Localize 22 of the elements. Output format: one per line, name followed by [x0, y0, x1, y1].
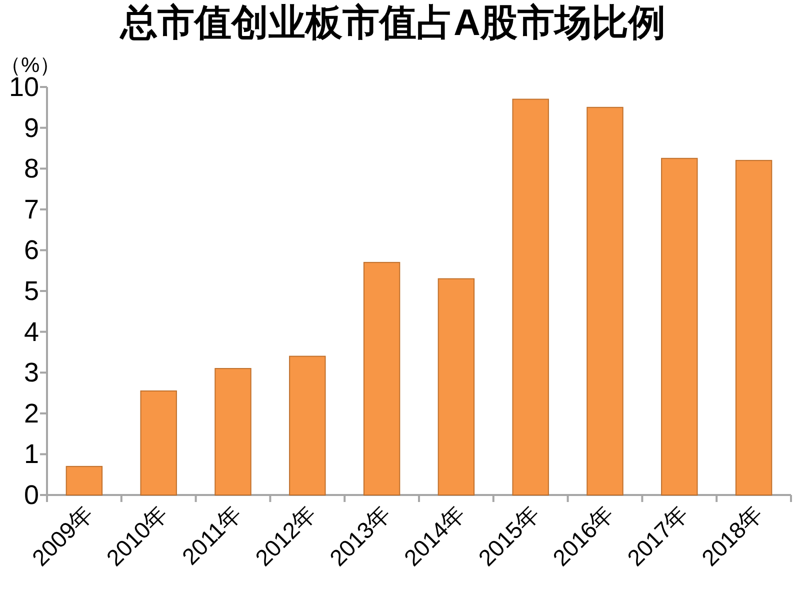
y-tick-label: 3: [24, 358, 39, 388]
bar: [586, 106, 624, 496]
y-tick-label: 5: [24, 276, 39, 306]
y-tick-label: 7: [24, 194, 39, 224]
y-tick-label: 6: [24, 235, 39, 266]
bar: [512, 98, 549, 496]
chart-title: 总市值创业板市值占A股市场比例: [118, 2, 666, 43]
bar: [140, 390, 177, 496]
y-tick-label: 4: [24, 316, 39, 347]
bar: [363, 262, 400, 496]
y-tick-label: 2: [24, 398, 39, 428]
bar: [661, 158, 698, 496]
bar: [438, 278, 475, 496]
y-tick-label: 0: [24, 480, 39, 510]
y-axis-title: （%）: [0, 54, 61, 77]
y-tick-label: 9: [24, 112, 39, 143]
bar: [66, 466, 103, 496]
bar: [289, 356, 326, 496]
bar: [214, 368, 252, 496]
bar: [735, 160, 772, 496]
y-tick-label: 8: [24, 154, 39, 184]
y-tick-label: 1: [24, 439, 39, 470]
